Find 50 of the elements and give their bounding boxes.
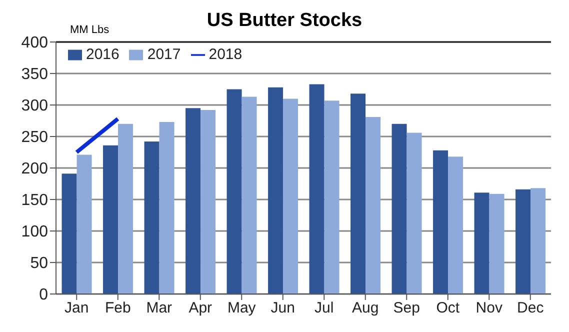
- x-tick-label: Jun: [270, 300, 295, 317]
- bar: [144, 142, 160, 294]
- x-tick-label: May: [227, 300, 256, 317]
- x-tick-label: Feb: [104, 300, 131, 317]
- y-tick-label: 250: [21, 129, 48, 146]
- legend-label: 2018: [208, 46, 242, 63]
- x-tick-label: Nov: [476, 300, 503, 317]
- bar: [309, 84, 324, 294]
- y-axis-title: MM Lbs: [70, 24, 110, 36]
- bar: [530, 188, 546, 294]
- y-tick-label: 300: [21, 98, 48, 115]
- bar: [186, 108, 201, 294]
- bar: [159, 122, 174, 294]
- x-tick-label: Aug: [352, 300, 379, 317]
- bar: [283, 98, 298, 294]
- bar: [268, 87, 284, 294]
- bar: [350, 94, 366, 294]
- bar: [433, 150, 448, 294]
- bar: [392, 124, 407, 294]
- bar: [489, 194, 504, 294]
- bar: [226, 89, 242, 294]
- bar: [516, 189, 531, 294]
- bar: [76, 154, 92, 294]
- x-tick-label: Sep: [393, 300, 420, 317]
- bar: [324, 100, 340, 294]
- bar: [200, 110, 216, 294]
- legend-label: 2016: [86, 46, 120, 63]
- x-tick-label: Jul: [314, 300, 334, 317]
- y-tick-label: 350: [21, 66, 48, 84]
- x-tick-label: Jan: [64, 300, 89, 317]
- bar: [103, 145, 118, 294]
- y-tick-label: 50: [30, 255, 48, 272]
- y-tick-label: 150: [21, 192, 48, 210]
- y-tick-label: 100: [21, 224, 48, 241]
- y-tick-label: 200: [21, 160, 48, 178]
- bar: [406, 132, 422, 294]
- x-tick-label: Mar: [146, 300, 172, 317]
- legend-label: 2017: [147, 46, 181, 63]
- bar: [448, 156, 464, 294]
- x-tick-label: Apr: [188, 300, 212, 317]
- x-tick-label: Dec: [517, 300, 544, 317]
- chart-title: US Butter Stocks: [206, 10, 362, 31]
- y-tick-label: 400: [21, 34, 48, 52]
- bar: [474, 192, 490, 294]
- bar: [366, 116, 381, 294]
- bar: [242, 96, 257, 294]
- y-tick-label: 0: [39, 286, 48, 304]
- bar: [118, 124, 134, 294]
- x-tick-label: Oct: [436, 300, 460, 317]
- bar: [62, 174, 77, 294]
